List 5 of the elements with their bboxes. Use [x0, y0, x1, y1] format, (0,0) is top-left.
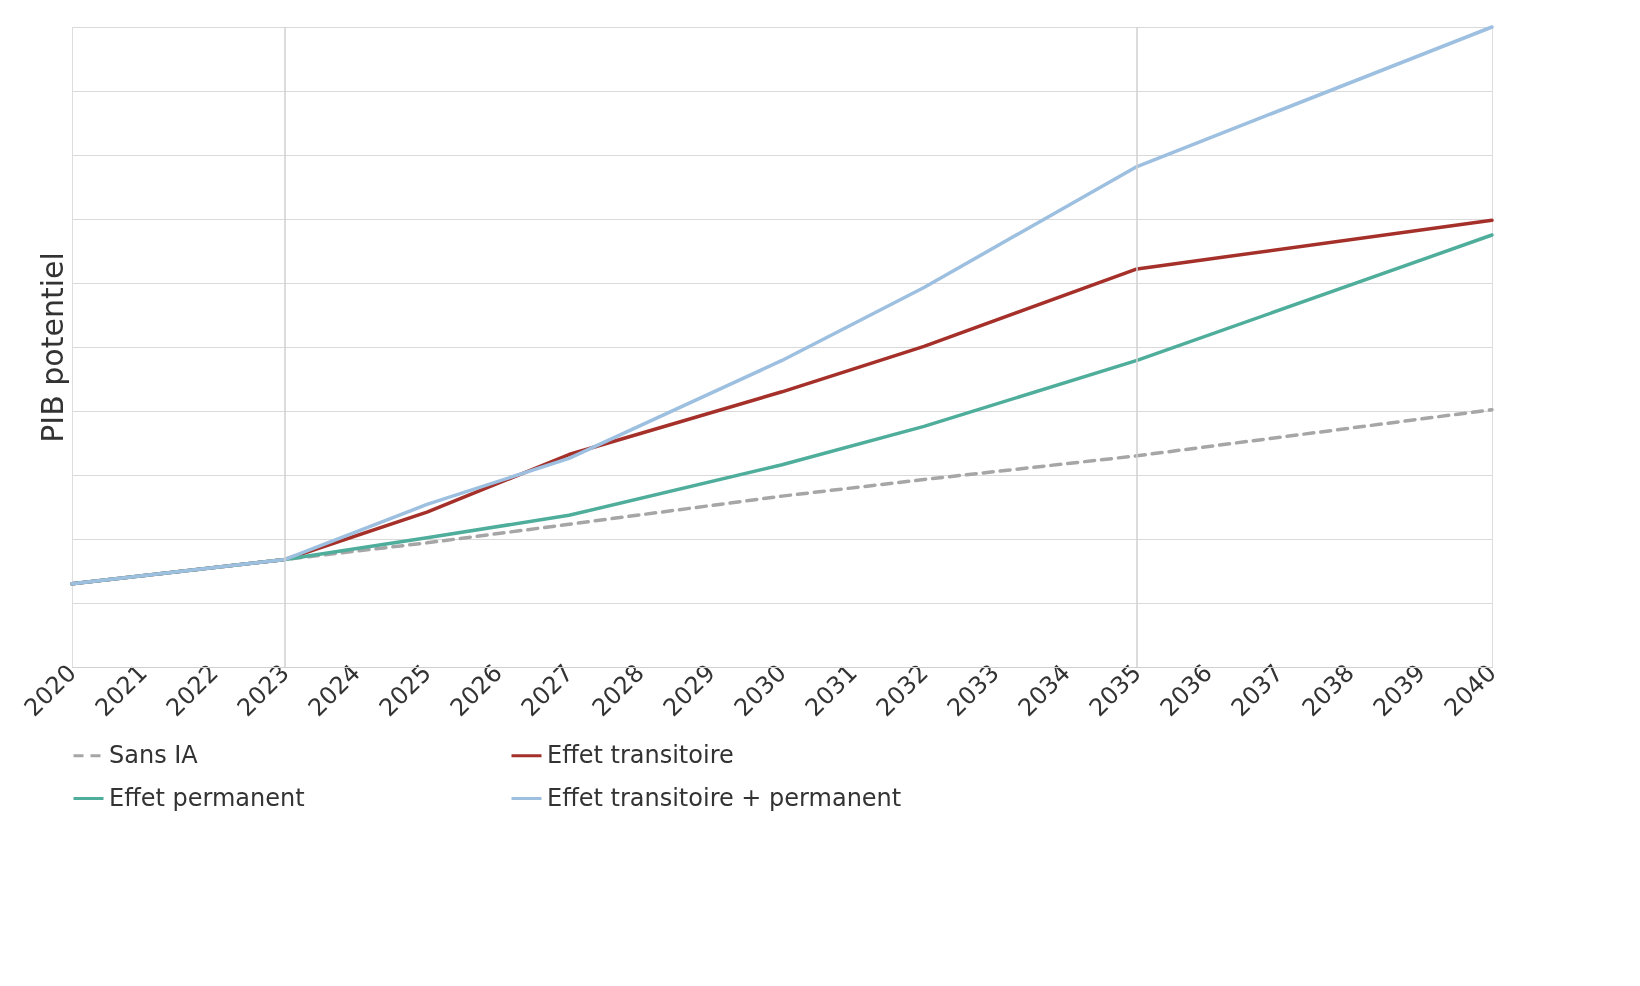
legend-label: Effet transitoire — [547, 740, 734, 769]
y-axis-title: PIB potentiel — [34, 252, 70, 443]
legend-label: Effet transitoire + permanent — [547, 783, 902, 812]
legend-label: Effet permanent — [109, 783, 305, 812]
legend-label: Sans IA — [109, 740, 199, 769]
